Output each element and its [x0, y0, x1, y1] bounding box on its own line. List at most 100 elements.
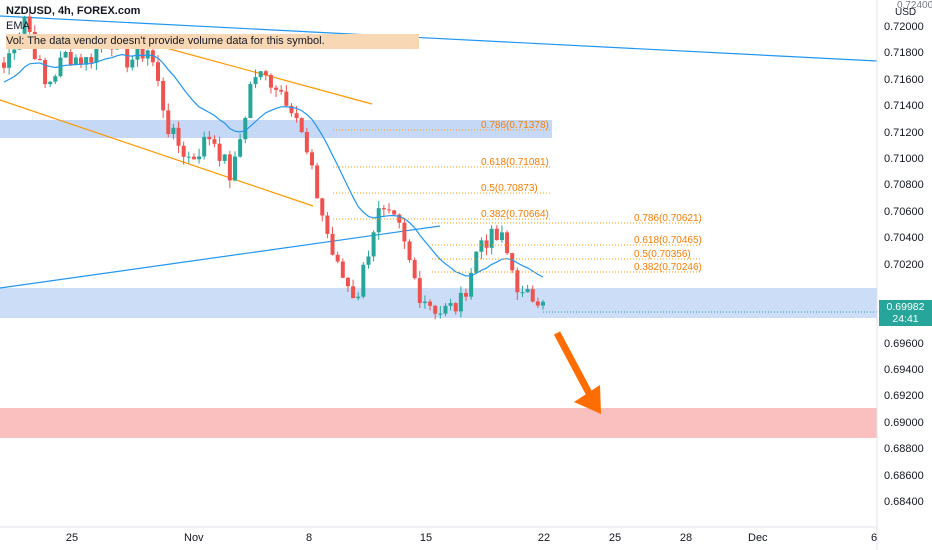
fib-label-lower: 0.618(0.70465)	[634, 235, 702, 246]
candle-body	[186, 156, 191, 158]
time-tick-label: 25	[65, 532, 79, 544]
price-tick-label: 0.70400	[884, 232, 924, 245]
candle-body	[181, 145, 186, 157]
candle-body	[191, 156, 196, 160]
candle-body	[340, 261, 345, 278]
candle-body	[43, 60, 48, 85]
fib-label-upper: 0.618(0.71081)	[481, 157, 549, 168]
candle-body	[458, 292, 463, 312]
candle-body	[345, 277, 350, 287]
candle-body	[2, 62, 6, 68]
candle-body	[520, 292, 525, 294]
candle-body	[161, 80, 166, 111]
price-top-partial: 0.72400	[897, 0, 932, 11]
vol-label: Vol	[6, 35, 22, 47]
target-zone	[0, 408, 877, 438]
candle-body	[484, 240, 489, 248]
price-tick-label: 0.71000	[884, 152, 924, 165]
candle-body	[27, 16, 32, 32]
price-tick-label: 0.70600	[884, 205, 924, 218]
candle-body	[469, 272, 474, 297]
time-tick-label: 15	[419, 532, 433, 544]
price-tick-label: 0.69200	[884, 390, 924, 403]
candle-body	[479, 240, 484, 252]
symbol-title[interactable]: NZDUSD, 4h, FOREX.com	[6, 5, 141, 17]
time-tick-label: 6	[870, 532, 878, 544]
candle-body	[63, 52, 68, 58]
candle-body	[351, 286, 356, 299]
candle-body	[330, 233, 335, 255]
volume-notice: Vol: The data vendor doesn't provide vol…	[6, 34, 419, 49]
projection-arrow-shaft	[553, 331, 594, 397]
price-tick-label: 0.71200	[884, 126, 924, 139]
candle-body	[258, 71, 263, 78]
candle-body	[94, 47, 99, 63]
candle-body	[135, 45, 140, 60]
candle-body	[12, 49, 17, 54]
descending-trendline	[0, 15, 878, 62]
candle-body	[428, 301, 433, 306]
chart-legend: NZDUSD, 4h, FOREX.com EMA Vol: The data …	[6, 4, 419, 49]
candle-body	[253, 77, 258, 85]
time-tick-label: Dec	[748, 532, 768, 544]
price-tick-label: 0.69600	[884, 337, 924, 350]
fib-label-lower: 0.382(0.70246)	[634, 262, 702, 273]
fib-label-upper: 0.382(0.70664)	[481, 209, 549, 220]
candle-body	[140, 45, 145, 59]
channel-lower-line	[0, 99, 314, 207]
candle-body	[412, 260, 417, 279]
candle-body	[381, 208, 386, 210]
ema-line	[3, 53, 544, 278]
candle-body	[356, 296, 361, 299]
candle-body	[335, 254, 340, 262]
candle-body	[37, 58, 42, 61]
candle-body	[417, 278, 422, 304]
candle-body	[53, 76, 58, 82]
candle-body	[212, 139, 217, 144]
ascending-trendline	[0, 225, 441, 289]
price-tick-label: 0.68600	[884, 469, 924, 482]
candle-body	[366, 256, 371, 265]
price-tick-label: 0.71600	[884, 73, 924, 86]
candle-body	[535, 301, 540, 306]
ema-legend[interactable]: EMA	[6, 20, 30, 32]
candle-body	[238, 139, 243, 157]
price-tick-label: 0.69400	[884, 364, 924, 377]
time-tick-label: Nov	[184, 532, 204, 544]
channel-upper-line	[154, 44, 373, 105]
candle-body	[376, 208, 381, 233]
candle-body	[530, 289, 535, 302]
candle-body	[422, 301, 427, 304]
candle-body	[243, 117, 248, 140]
candle-body	[464, 292, 468, 297]
candle-body	[176, 127, 181, 146]
candle-body	[402, 222, 407, 242]
candle-body	[171, 127, 176, 134]
candle-body	[299, 118, 304, 132]
time-tick-label: 25	[608, 532, 622, 544]
fib-label-upper: 0.5(0.70873)	[481, 183, 538, 194]
time-tick-label: 8	[305, 532, 313, 544]
candle-body	[79, 57, 83, 65]
candle-body	[448, 303, 453, 306]
candle-body	[197, 156, 202, 160]
price-tick-label: 0.72000	[884, 21, 924, 33]
time-tick-label: 22	[537, 532, 551, 544]
candle-body	[304, 131, 309, 153]
candle-body	[361, 264, 366, 297]
currency-label[interactable]: USD	[895, 7, 917, 18]
candle-body	[284, 91, 289, 106]
candle-body	[474, 251, 479, 273]
candle-body	[438, 313, 443, 315]
price-tick-label: 0.71800	[884, 47, 924, 60]
resistance-zone	[0, 120, 552, 138]
candle-body	[294, 113, 299, 119]
current-price-value: 0.69982	[886, 301, 925, 313]
candle-body	[156, 62, 160, 81]
price-tick-label: 0.71400	[884, 100, 924, 113]
candle-body	[433, 305, 438, 314]
candle-body	[207, 136, 212, 140]
candle-body	[489, 228, 494, 248]
candle-body	[202, 136, 207, 157]
